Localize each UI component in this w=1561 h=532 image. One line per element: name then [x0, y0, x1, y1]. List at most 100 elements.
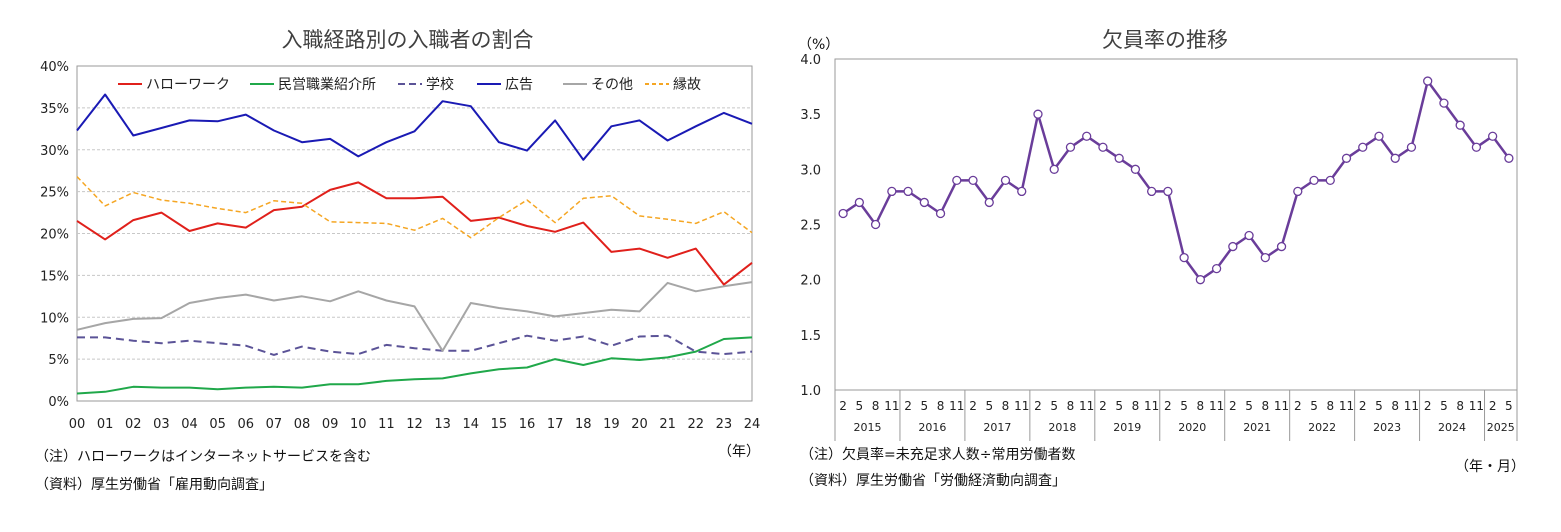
right-x-month-label: 8 [1067, 399, 1075, 413]
right-x-month-label: 8 [1456, 399, 1464, 413]
right-data-point [935, 208, 946, 219]
right-x-month-label: 8 [1326, 399, 1334, 413]
right-x-month-label: 5 [1050, 399, 1058, 413]
right-x-month-label: 5 [1180, 399, 1188, 413]
right-data-point [1406, 142, 1417, 152]
right-data-point [1260, 252, 1270, 263]
left-x-tick-label: 01 [97, 417, 114, 432]
left-legend-label: 広告 [505, 77, 533, 93]
right-y-tick-label: 2.5 [800, 219, 821, 234]
right-x-month-label: 11 [1274, 399, 1289, 413]
left-source: （資料）厚生労働省「雇用動向調査」 [35, 477, 273, 493]
right-x-month-label: 5 [1375, 399, 1383, 413]
right-data-point [1211, 263, 1222, 274]
right-data-point [1228, 241, 1238, 252]
left-series-line-5 [76, 281, 753, 352]
left-series-line-1 [76, 181, 753, 286]
right-x-month-label: 11 [1339, 399, 1354, 413]
left-note: （注）ハローワークはインターネットサービスを含む [35, 449, 371, 465]
right-data-point [1471, 142, 1482, 152]
left-legend-label: 縁故 [673, 77, 701, 93]
right-data-point [1049, 164, 1059, 174]
right-x-month-label: 2 [1294, 399, 1302, 413]
right-x-month-label: 11 [1469, 399, 1484, 413]
right-y-tick-label: 1.5 [800, 329, 821, 344]
right-x-month-label: 2 [1424, 399, 1432, 413]
left-y-tick-label: 0% [48, 395, 69, 410]
right-data-point [854, 197, 865, 208]
left-legend-label: 学校 [426, 76, 454, 93]
right-x-month-label: 11 [949, 399, 964, 413]
left-series-line-3 [77, 334, 753, 356]
right-x-year-label: 2021 [1243, 421, 1271, 434]
right-x-month-label: 2 [1489, 399, 1497, 413]
right-data-point [1439, 98, 1449, 108]
right-x-month-label: 5 [1310, 399, 1318, 413]
right-data-point [1341, 153, 1352, 163]
left-x-tick-label: 02 [125, 417, 142, 432]
right-x-year-label: 2019 [1113, 421, 1141, 434]
right-data-point [1065, 142, 1076, 152]
left-x-tick-label: 18 [575, 417, 592, 432]
left-x-tick-label: 11 [378, 417, 395, 432]
right-x-month-label: 5 [856, 399, 864, 413]
right-x-year-label: 2023 [1373, 421, 1401, 434]
right-data-point [1504, 153, 1514, 163]
right-y-tick-label: 3.5 [800, 108, 821, 123]
left-x-tick-label: 16 [519, 417, 536, 432]
right-data-point [1179, 252, 1189, 263]
right-x-month-label: 8 [1002, 399, 1010, 413]
right-x-year-label: 2016 [918, 421, 946, 434]
right-x-month-label: 5 [985, 399, 993, 413]
right-data-point [1244, 230, 1254, 241]
left-x-tick-label: 12 [406, 417, 423, 432]
left-x-tick-label: 21 [659, 417, 676, 432]
right-x-month-label: 5 [1440, 399, 1448, 413]
right-data-point [952, 175, 962, 186]
left-x-tick-label: 19 [603, 417, 620, 432]
left-chart-title: 入職経路別の入職者の割合 [281, 28, 534, 52]
left-series-line-2 [76, 336, 753, 395]
left-x-tick-label: 05 [209, 417, 226, 432]
right-data-point [919, 197, 929, 208]
right-x-month-label: 11 [1079, 399, 1094, 413]
right-data-point [1098, 142, 1108, 152]
right-x-year-label: 2022 [1308, 421, 1336, 434]
right-data-point [870, 219, 881, 230]
left-y-tick-label: 40% [40, 60, 69, 75]
right-data-point [1114, 153, 1124, 163]
right-x-year-label: 2024 [1438, 421, 1466, 434]
right-x-month-label: 5 [1505, 399, 1513, 413]
right-data-point [1195, 275, 1206, 285]
right-data-point [1487, 131, 1498, 141]
right-data-point [1130, 164, 1141, 174]
right-x-month-label: 11 [1209, 399, 1224, 413]
right-data-point [1455, 120, 1465, 130]
left-x-tick-label: 10 [350, 417, 367, 432]
left-x-tick-label: 17 [547, 417, 564, 432]
right-chart-title: 欠員率の推移 [1102, 28, 1228, 52]
right-y-tick-label: 3.0 [800, 163, 821, 178]
left-x-tick-label: 23 [716, 417, 733, 432]
right-x-year-label: 2020 [1178, 421, 1206, 434]
right-x-month-label: 2 [1359, 399, 1367, 413]
left-x-tick-label: 24 [744, 417, 761, 432]
right-data-point [887, 186, 897, 197]
left-x-unit: （年） [718, 444, 760, 460]
left-x-tick-label: 07 [266, 417, 283, 432]
right-data-point [1082, 131, 1092, 141]
right-data-point [1033, 109, 1043, 119]
right-x-month-label: 2 [904, 399, 912, 413]
right-y-unit: （%） [798, 37, 840, 53]
left-y-tick-label: 5% [48, 353, 69, 368]
right-x-year-label: 2015 [853, 421, 881, 434]
left-x-tick-label: 22 [687, 417, 704, 432]
right-x-month-label: 8 [1197, 399, 1205, 413]
right-data-point [1309, 175, 1319, 186]
left-x-tick-label: 00 [69, 417, 86, 432]
right-data-point [1293, 186, 1303, 197]
left-x-tick-label: 08 [294, 417, 311, 432]
right-data-point [1374, 131, 1384, 141]
right-data-point [838, 208, 848, 219]
